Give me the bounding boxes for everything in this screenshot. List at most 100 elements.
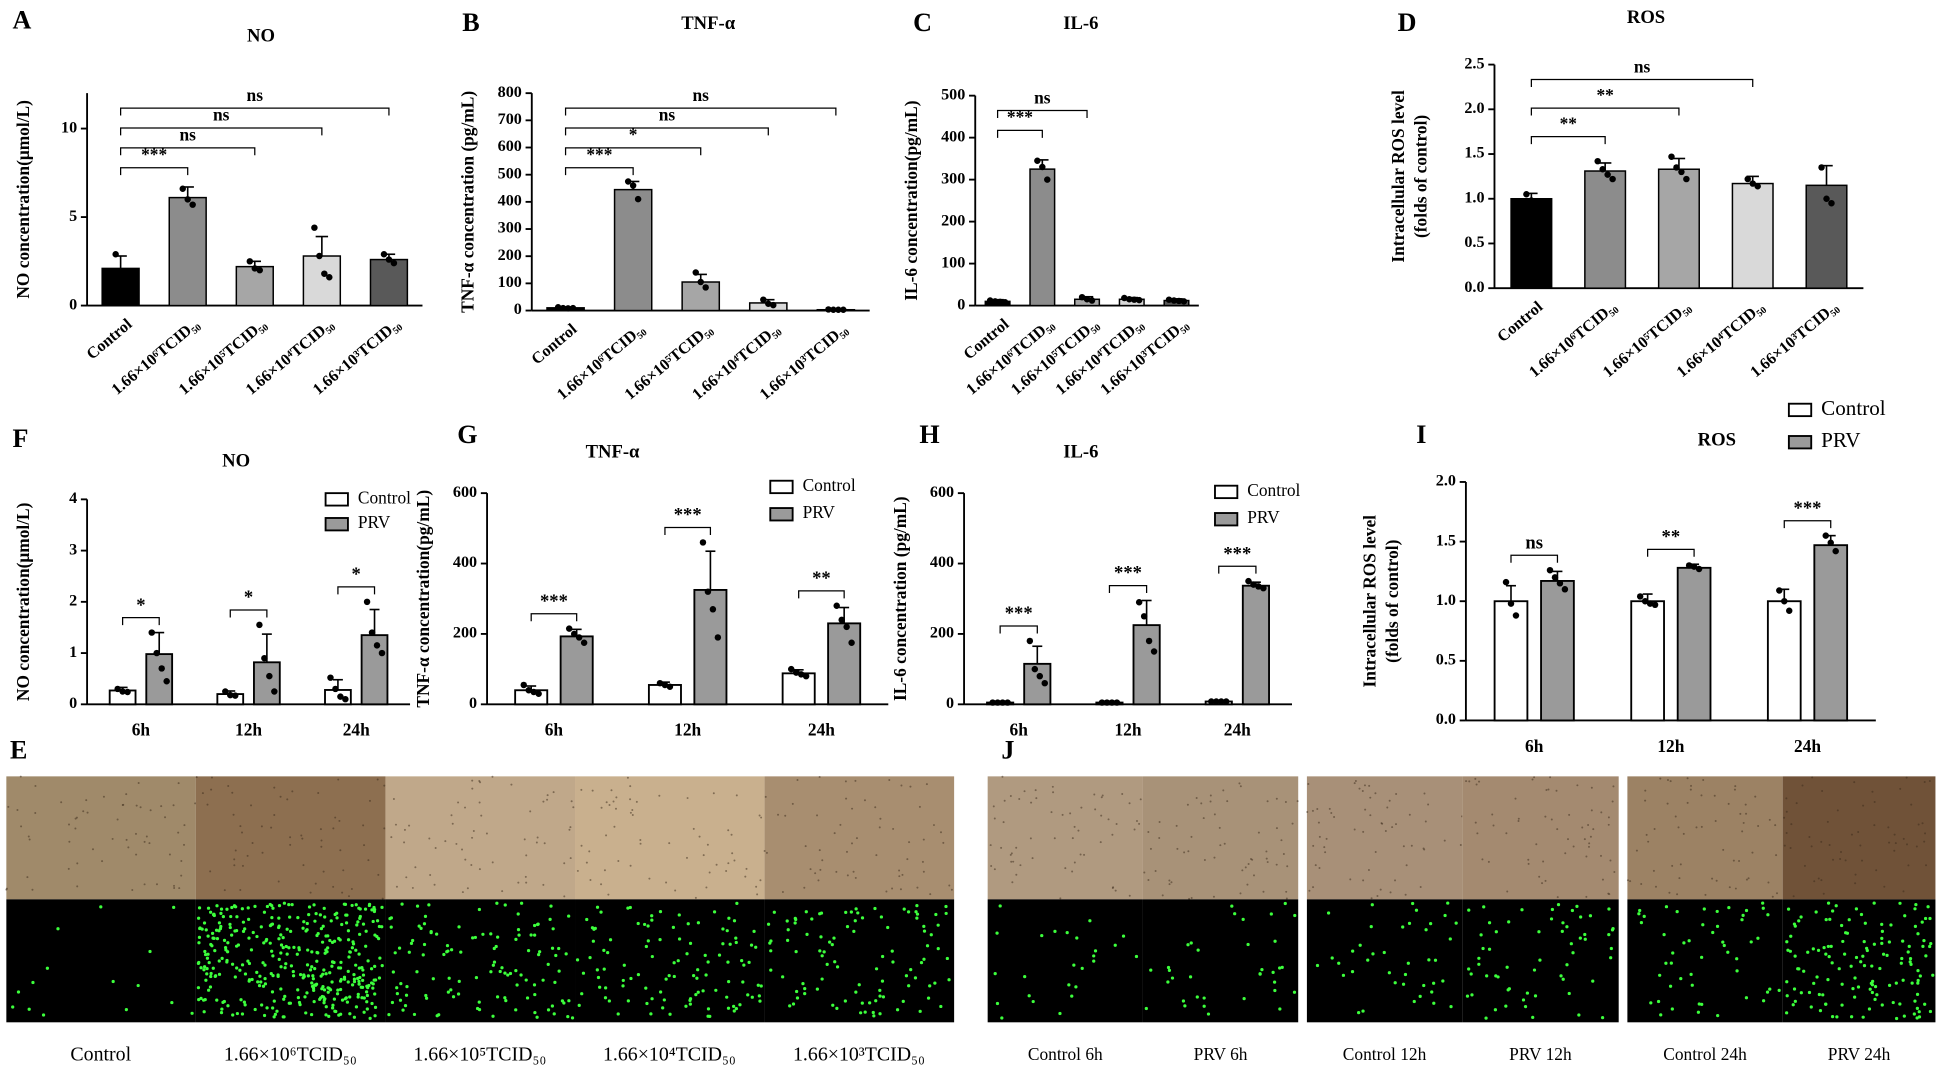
- fluorescent-cell: [283, 994, 287, 999]
- fluorescent-cell: [310, 981, 314, 985]
- cell-speck: [1711, 877, 1714, 880]
- fluorescent-cell: [279, 933, 283, 937]
- fluorescent-cell: [533, 933, 537, 937]
- fluorescent-cell: [1856, 985, 1861, 989]
- fluorescent-cell: [1894, 981, 1898, 985]
- fluorescent-cell: [506, 973, 510, 977]
- cell-speck: [568, 828, 571, 831]
- fluorescent-cell: [290, 902, 294, 907]
- image-caption: Control 24h: [1663, 1045, 1747, 1064]
- cell-speck: [457, 801, 460, 804]
- fluorescent-cell: [319, 927, 324, 931]
- cell-speck: [1034, 789, 1037, 792]
- cell-speck: [1555, 789, 1558, 792]
- fluorescent-cell: [728, 942, 732, 946]
- cell-speck: [177, 782, 180, 785]
- fluorescent-cell: [336, 988, 340, 992]
- fluorescent-cell: [1560, 929, 1564, 933]
- fluorescent-cell: [1092, 959, 1096, 963]
- cell-speck: [1244, 866, 1247, 869]
- fluorescent-cell: [356, 992, 360, 997]
- fluorescent-cell: [595, 905, 600, 909]
- cell-speck: [1589, 835, 1592, 838]
- y-tick-label: 3: [69, 541, 77, 558]
- fluorescent-cell: [895, 1008, 900, 1012]
- fluorescent-cell: [373, 1005, 378, 1010]
- cell-speck: [610, 789, 613, 792]
- fluorescent-cell: [1358, 943, 1362, 947]
- data-point: [1078, 293, 1086, 301]
- fluorescent-cell: [388, 917, 392, 921]
- fluorescent-cell: [489, 932, 493, 936]
- cell-speck: [1009, 794, 1012, 797]
- cell-speck: [1607, 816, 1610, 819]
- fluorescent-cell: [871, 1010, 875, 1015]
- fluorescent-cell: [1446, 901, 1450, 905]
- cell-speck: [1405, 864, 1408, 867]
- fluorescent-cell: [330, 960, 335, 964]
- fluorescent-cell: [328, 988, 333, 992]
- cell-speck: [631, 808, 634, 811]
- fluorescent-cell: [1880, 929, 1885, 934]
- fluorescent-cell: [1432, 1001, 1436, 1005]
- cell-speck: [1613, 870, 1616, 873]
- data-point: [1031, 665, 1039, 673]
- cell-speck: [631, 813, 634, 816]
- cell-speck: [1850, 833, 1853, 836]
- fluorescent-cell: [546, 1008, 551, 1012]
- cell-speck: [1702, 779, 1705, 782]
- data-point: [1604, 171, 1611, 178]
- data-point: [342, 695, 349, 703]
- fluorescent-cell: [1907, 944, 1911, 949]
- fluorescent-cell: [854, 990, 858, 994]
- cell-speck: [1481, 858, 1484, 861]
- fluorescent-cell: [313, 983, 317, 987]
- cell-speck: [1218, 826, 1221, 829]
- cell-speck: [1844, 859, 1847, 862]
- fluorescent-cell: [860, 916, 865, 920]
- fluorescent-cell: [221, 914, 225, 919]
- fluorescent-cell: [1504, 1004, 1508, 1008]
- cell-speck: [1252, 874, 1255, 877]
- cell-speck: [1052, 791, 1055, 794]
- data-point: [380, 251, 388, 258]
- fluorescent-cell: [1467, 908, 1471, 912]
- fluorescent-cell: [1700, 1002, 1704, 1006]
- y-tick-label: 2.0: [1436, 473, 1456, 490]
- fluorescent-cell: [1493, 1008, 1498, 1012]
- fluorescent-cell: [1481, 946, 1485, 951]
- cell-speck: [818, 849, 821, 852]
- data-point: [770, 301, 777, 309]
- fluorescent-cell: [369, 967, 374, 971]
- fluorescent-cell: [570, 1016, 575, 1020]
- fluorescent-cell: [305, 963, 310, 967]
- fluorescent-cell: [740, 959, 744, 963]
- cell-speck: [480, 814, 483, 817]
- cell-speck: [342, 869, 345, 872]
- legend-swatch: [1787, 402, 1813, 418]
- cell-speck: [1659, 777, 1662, 780]
- fluorescent-cell: [360, 985, 365, 990]
- fluorescent-cell: [1186, 943, 1190, 947]
- data-point: [1150, 648, 1158, 655]
- data-point: [520, 681, 527, 689]
- cell-speck: [403, 841, 406, 844]
- fluorescent-cell: [650, 997, 654, 1001]
- cell-speck: [1223, 842, 1226, 845]
- fluorescent-cell: [646, 939, 650, 943]
- cell-speck: [1671, 864, 1674, 867]
- data-point: [564, 305, 572, 312]
- cell-speck: [411, 886, 414, 889]
- cell-speck: [1556, 896, 1559, 899]
- cell-speck: [1813, 880, 1816, 883]
- cell-speck: [478, 801, 481, 804]
- cell-speck: [1149, 847, 1152, 850]
- cell-speck: [232, 813, 235, 816]
- cell-speck: [1361, 790, 1364, 793]
- cell-speck: [1015, 846, 1018, 849]
- fluorescent-cell: [491, 963, 495, 967]
- cell-speck: [1686, 801, 1689, 804]
- fluorescent-cell: [704, 973, 708, 977]
- cell-speck: [1241, 869, 1244, 872]
- fluorescent-cell: [1658, 973, 1662, 977]
